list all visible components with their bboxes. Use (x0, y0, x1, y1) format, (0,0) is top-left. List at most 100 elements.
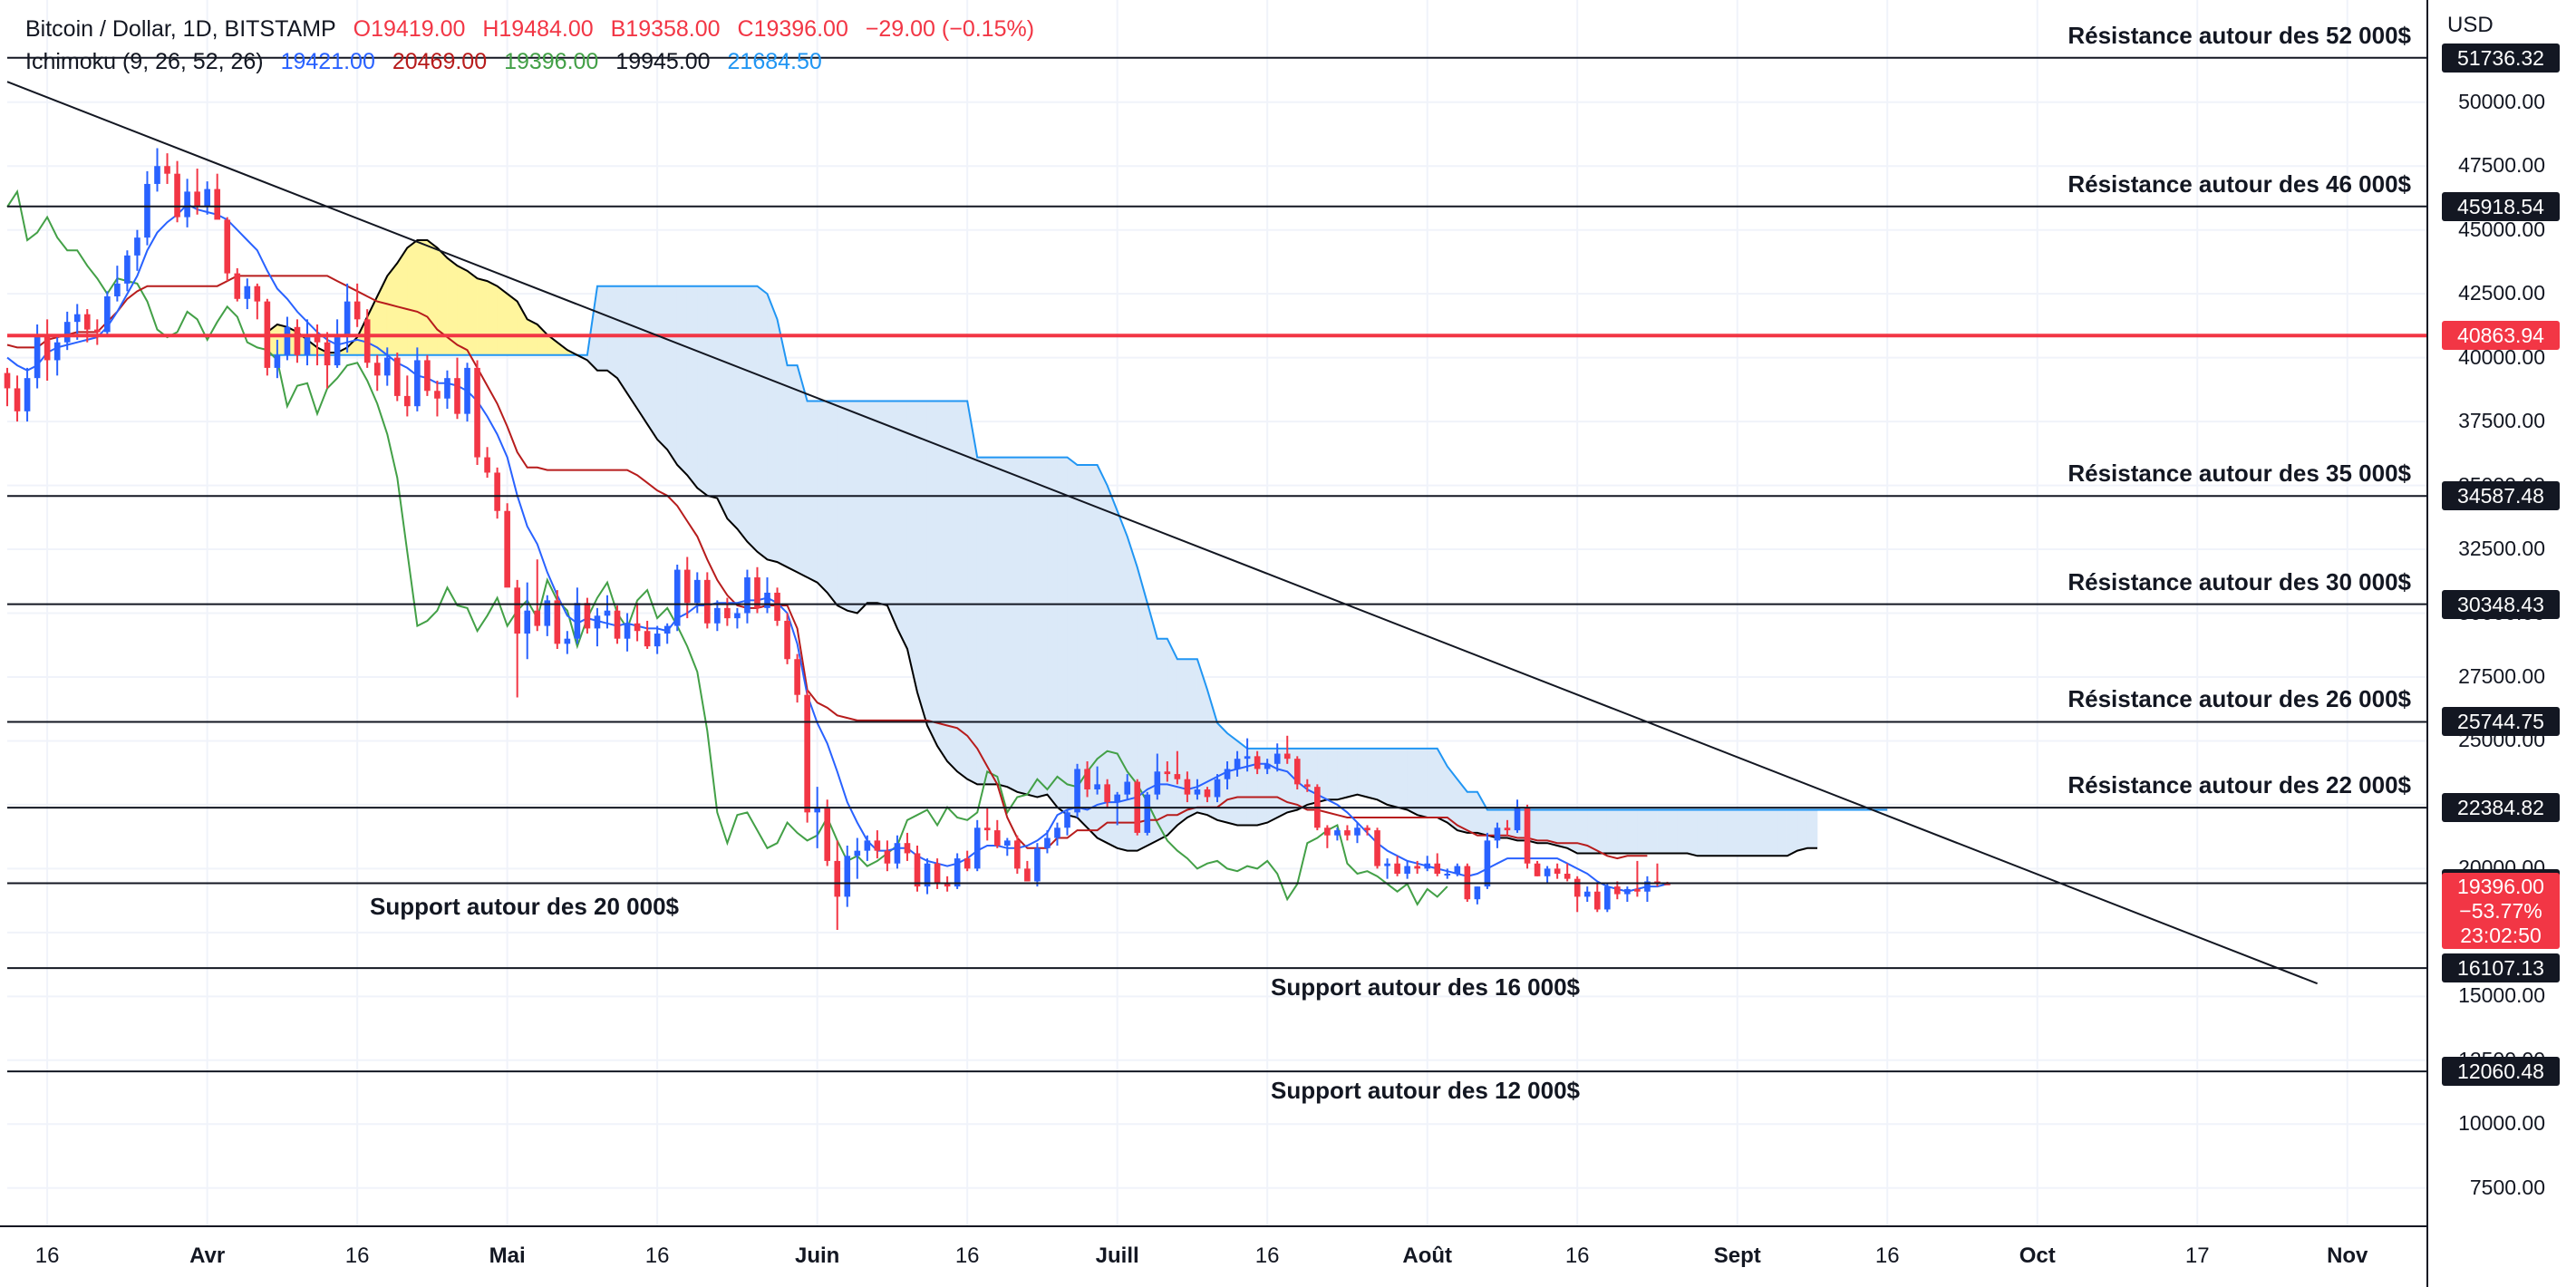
x-tick-label: 16 (954, 1243, 980, 1268)
y-tick-label: 10000.00 (2458, 1111, 2545, 1136)
candle (1454, 863, 1461, 876)
cloud-segment (1377, 748, 1388, 806)
symbol-title[interactable]: Bitcoin / Dollar, 1D, BITSTAMP (25, 16, 336, 42)
candle (184, 179, 190, 227)
candle-body (884, 850, 891, 864)
candle-body (1394, 863, 1400, 875)
candle (224, 217, 231, 282)
candle-body (1214, 779, 1221, 798)
candle (404, 375, 411, 417)
level-annotation: Support autour des 20 000$ (370, 892, 679, 920)
cloud-segment (1806, 809, 1818, 849)
candle (284, 316, 291, 361)
candle-body (63, 322, 71, 343)
x-tick-label: 17 (2184, 1243, 2210, 1268)
candle (1593, 884, 1601, 913)
price-level-badge[interactable]: 34587.48 (2442, 481, 2560, 511)
candle-body (993, 830, 1001, 847)
candle-body (834, 860, 841, 897)
candle-body (254, 285, 261, 302)
candle (1254, 750, 1261, 775)
cloud-segment (976, 457, 988, 785)
candle-body (1094, 784, 1100, 789)
price-level-badge[interactable]: 30348.43 (2442, 589, 2560, 619)
candle (344, 283, 351, 353)
candle (914, 846, 921, 892)
candle (784, 613, 790, 664)
candle-body (1554, 868, 1561, 875)
level-annotation: Résistance autour des 46 000$ (2068, 169, 2411, 198)
candle-body (304, 337, 311, 355)
candle (1434, 853, 1441, 876)
cloud-segment (1017, 457, 1028, 796)
price-level-badge[interactable]: 51736.32 (2442, 43, 2560, 73)
price-level-badge[interactable]: 16107.13 (2442, 953, 2560, 983)
candle (363, 309, 371, 368)
level-annotation: Support autour des 16 000$ (1271, 973, 1580, 1002)
y-tick-label: 37500.00 (2458, 409, 2545, 433)
candle (444, 370, 450, 409)
candle (1484, 832, 1491, 889)
cloud-segment (1007, 457, 1018, 793)
candle-body (624, 623, 631, 639)
cloud-segment (1477, 790, 1488, 837)
cloud-segment (817, 401, 828, 594)
candle (134, 229, 140, 271)
candle (1474, 886, 1481, 905)
candle-body (1124, 781, 1131, 795)
cloud-segment (827, 401, 838, 606)
candle-body (804, 694, 810, 813)
candle (1154, 753, 1161, 800)
cloud-segment (857, 401, 868, 614)
candle-body (654, 634, 661, 647)
cloud-segment (1617, 809, 1628, 854)
candle-body (693, 579, 701, 604)
x-tick-label: 16 (1564, 1243, 1590, 1268)
candle (494, 467, 500, 519)
candle-body (1254, 756, 1261, 769)
cloud-segment (1067, 456, 1078, 818)
candle (764, 577, 770, 614)
candle (704, 572, 711, 629)
candle-body (373, 363, 381, 376)
candle-body (484, 457, 490, 473)
trendline (6, 81, 2319, 985)
candle (1404, 860, 1410, 879)
price-level-badge[interactable]: 25744.75 (2442, 707, 2560, 737)
cloud-segment (1747, 809, 1758, 856)
cloud-segment (727, 285, 738, 530)
candle (1354, 822, 1361, 844)
candle-body (444, 378, 450, 399)
last-price-box[interactable]: 19396.00 −53.77% 23:02:50 (2442, 873, 2560, 950)
candle-body (1534, 863, 1541, 876)
candle-body (1424, 863, 1431, 869)
candle-body (904, 843, 911, 854)
candle (24, 367, 31, 422)
candle-body (1244, 756, 1251, 760)
candle (104, 291, 111, 335)
price-level-badge[interactable]: 45918.54 (2442, 191, 2560, 221)
candle (1194, 779, 1201, 800)
price-level-badge[interactable]: 40863.94 (2442, 321, 2560, 351)
cloud-segment (646, 285, 658, 440)
cloud-segment (686, 285, 698, 489)
ichimoku-label[interactable]: Ichimoku (9, 26, 52, 26) (25, 49, 264, 74)
price-level-badge[interactable]: 22384.82 (2442, 793, 2560, 823)
price-level-badge[interactable]: 12060.48 (2442, 1057, 2560, 1087)
candle (514, 579, 520, 698)
candle (794, 653, 800, 703)
candle (204, 181, 210, 215)
candle-body (424, 360, 431, 392)
candle-body (1614, 886, 1621, 895)
candle-body (1564, 874, 1571, 879)
currency-label[interactable]: USD (2447, 13, 2494, 37)
candle-body (673, 569, 681, 626)
candle-body (734, 613, 741, 619)
level-annotation: Résistance autour des 26 000$ (2068, 685, 2411, 713)
candle-body (1003, 840, 1011, 847)
candle-body (934, 863, 941, 885)
cloud-segment (1457, 778, 1468, 834)
x-tick-label: Oct (2019, 1243, 2056, 1268)
candle-body (874, 840, 881, 851)
